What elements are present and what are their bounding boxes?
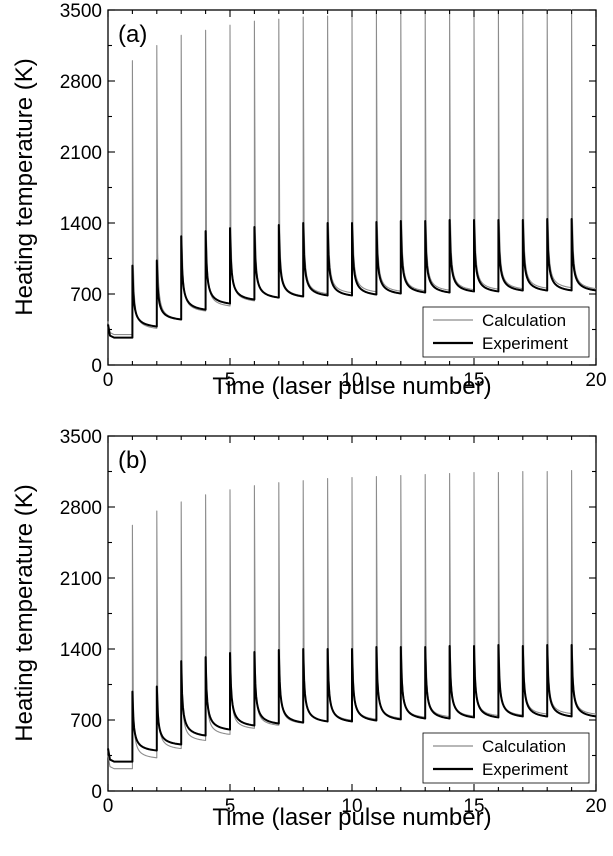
legend-label-calculation: Calculation — [482, 737, 566, 756]
legend-label-experiment: Experiment — [482, 334, 568, 353]
x-tick-label: 10 — [341, 370, 362, 391]
legend: Calculation Experiment — [422, 306, 590, 358]
series-layer — [107, 469, 597, 770]
x-axis-title: Time (laser pulse number) — [212, 804, 491, 831]
x-tick-label: 10 — [341, 796, 362, 817]
tick-layer: 0 5 10 15 20 0 700 1400 2100 2800 3500 — [60, 427, 607, 817]
x-tick-label: 5 — [225, 370, 236, 391]
y-tick-label: 1400 — [60, 640, 102, 661]
y-tick-label: 3500 — [60, 427, 102, 448]
y-axis-title: Heating temperature (K) — [11, 58, 38, 315]
x-tick-label: 15 — [463, 796, 484, 817]
y-tick-label: 1400 — [60, 214, 102, 235]
series-line-experiment — [107, 217, 597, 339]
y-tick-label: 3500 — [60, 1, 102, 22]
y-tick-label: 0 — [91, 356, 102, 377]
y-tick-label: 2100 — [60, 143, 102, 164]
y-tick-label: 2800 — [60, 498, 102, 519]
x-tick-label: 15 — [463, 370, 484, 391]
y-tick-label: 2800 — [60, 72, 102, 93]
series-line-experiment — [107, 643, 597, 763]
x-tick-label: 20 — [585, 796, 606, 817]
x-tick-label: 20 — [585, 370, 606, 391]
panel-label: (a) — [118, 21, 147, 48]
series-layer — [107, 9, 597, 339]
x-tick-label: 5 — [225, 796, 236, 817]
legend-label-experiment: Experiment — [482, 760, 568, 779]
legend: Calculation Experiment — [422, 732, 590, 784]
legend-label-calculation: Calculation — [482, 311, 566, 330]
legend-box — [422, 306, 590, 358]
x-tick-label: 0 — [103, 370, 114, 391]
y-tick-label: 0 — [91, 782, 102, 803]
panel-a: 0 5 10 15 20 0 700 1400 2100 2800 3500 (a) Time (l… — [11, 1, 607, 400]
y-axis-title: Heating temperature (K) — [11, 484, 38, 741]
panel-label: (b) — [118, 447, 147, 474]
y-tick-label: 700 — [70, 285, 102, 306]
x-axis-title: Time (laser pulse number) — [212, 373, 491, 400]
y-tick-label: 2100 — [60, 569, 102, 590]
y-tick-label: 700 — [70, 711, 102, 732]
panel-b: 0 5 10 15 20 0 700 1400 2100 2800 3500 (b) Time (l… — [11, 427, 607, 831]
legend-box — [422, 732, 590, 784]
x-tick-label: 0 — [103, 796, 114, 817]
tick-layer: 0 5 10 15 20 0 700 1400 2100 2800 3500 — [60, 1, 607, 391]
